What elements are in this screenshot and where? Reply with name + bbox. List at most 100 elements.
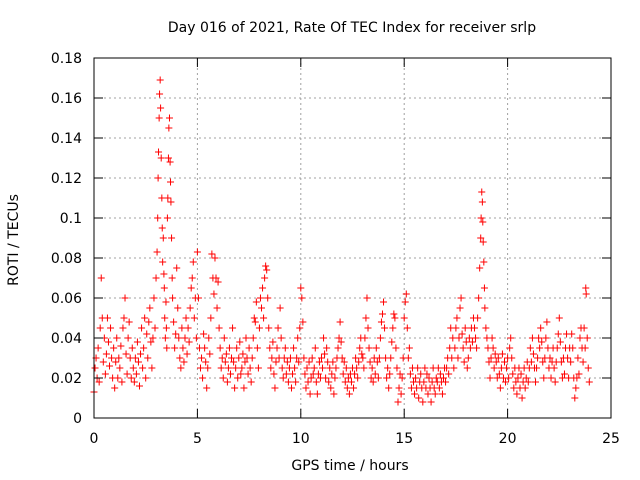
data-point	[339, 370, 347, 378]
data-point	[492, 358, 500, 366]
data-point	[273, 344, 281, 352]
data-point	[579, 358, 587, 366]
x-tick-label: 25	[602, 431, 620, 447]
data-point	[142, 374, 150, 382]
data-point	[239, 350, 247, 358]
data-point	[474, 314, 482, 322]
data-point	[365, 344, 373, 352]
tick-labels: 0 0.02 0.04 0.06 0.08 0.1 0.12 0.14 0.16 0.18 0 5 10…	[51, 51, 620, 447]
data-point	[113, 334, 121, 342]
data-point	[223, 378, 231, 386]
data-point	[359, 354, 367, 362]
data-point	[179, 344, 187, 352]
data-point	[564, 354, 572, 362]
data-point	[384, 364, 392, 372]
data-point	[317, 354, 325, 362]
data-point	[344, 374, 352, 382]
data-point	[284, 378, 292, 386]
data-point	[554, 330, 562, 338]
data-point	[410, 378, 418, 386]
data-point	[167, 198, 175, 206]
data-point	[583, 334, 591, 342]
data-point	[462, 338, 470, 346]
data-point	[459, 344, 467, 352]
data-point	[322, 374, 330, 382]
data-point	[332, 364, 340, 372]
data-point	[221, 358, 229, 366]
data-point	[488, 334, 496, 342]
data-point	[106, 362, 114, 370]
data-point	[218, 354, 226, 362]
data-point	[490, 364, 498, 372]
data-point	[330, 390, 338, 398]
data-point	[355, 358, 363, 366]
data-point	[534, 354, 542, 362]
data-point	[438, 390, 446, 398]
data-point	[464, 354, 472, 362]
data-point	[327, 384, 335, 392]
x-tick-label: 0	[90, 431, 99, 447]
data-point	[460, 358, 468, 366]
data-point	[522, 374, 530, 382]
data-point	[394, 398, 402, 406]
data-point	[398, 374, 406, 382]
data-point	[121, 294, 129, 302]
data-point	[302, 384, 310, 392]
data-point	[162, 324, 170, 332]
data-point	[345, 390, 353, 398]
data-point	[162, 298, 170, 306]
data-point	[553, 344, 561, 352]
data-point	[267, 364, 275, 372]
data-point	[200, 330, 208, 338]
data-point	[168, 234, 176, 242]
data-point	[340, 358, 348, 366]
data-point	[145, 318, 153, 326]
data-point	[537, 324, 545, 332]
data-point	[190, 314, 198, 322]
data-point	[314, 370, 322, 378]
data-point	[111, 384, 119, 392]
data-point	[502, 378, 510, 386]
data-point	[353, 364, 361, 372]
data-point	[248, 354, 256, 362]
data-point	[550, 364, 558, 372]
data-point	[392, 344, 400, 352]
data-point	[356, 344, 364, 352]
data-point	[250, 314, 258, 322]
data-point	[138, 324, 146, 332]
data-point	[245, 344, 253, 352]
data-point	[584, 364, 592, 372]
data-point	[386, 370, 394, 378]
data-point	[270, 370, 278, 378]
data-point	[369, 378, 377, 386]
data-point	[506, 344, 514, 352]
data-point	[164, 194, 172, 202]
data-point	[159, 258, 167, 266]
data-point	[163, 344, 171, 352]
data-point	[412, 374, 420, 382]
data-point	[299, 318, 307, 326]
data-point	[493, 374, 501, 382]
data-point	[376, 334, 384, 342]
data-point	[538, 338, 546, 346]
data-point	[134, 358, 142, 366]
data-point	[193, 248, 201, 256]
data-point	[495, 370, 503, 378]
data-point	[226, 370, 234, 378]
data-point	[296, 324, 304, 332]
data-point	[546, 354, 554, 362]
data-point	[129, 364, 137, 372]
data-point	[258, 304, 266, 312]
data-point	[91, 364, 99, 372]
data-point	[244, 370, 252, 378]
data-point	[182, 314, 190, 322]
data-point	[560, 370, 568, 378]
data-point	[186, 304, 194, 312]
data-point	[97, 274, 105, 282]
data-point	[127, 374, 135, 382]
data-point	[95, 378, 103, 386]
data-point	[206, 350, 214, 358]
data-point	[279, 374, 287, 382]
data-point	[487, 354, 495, 362]
data-point	[161, 334, 169, 342]
